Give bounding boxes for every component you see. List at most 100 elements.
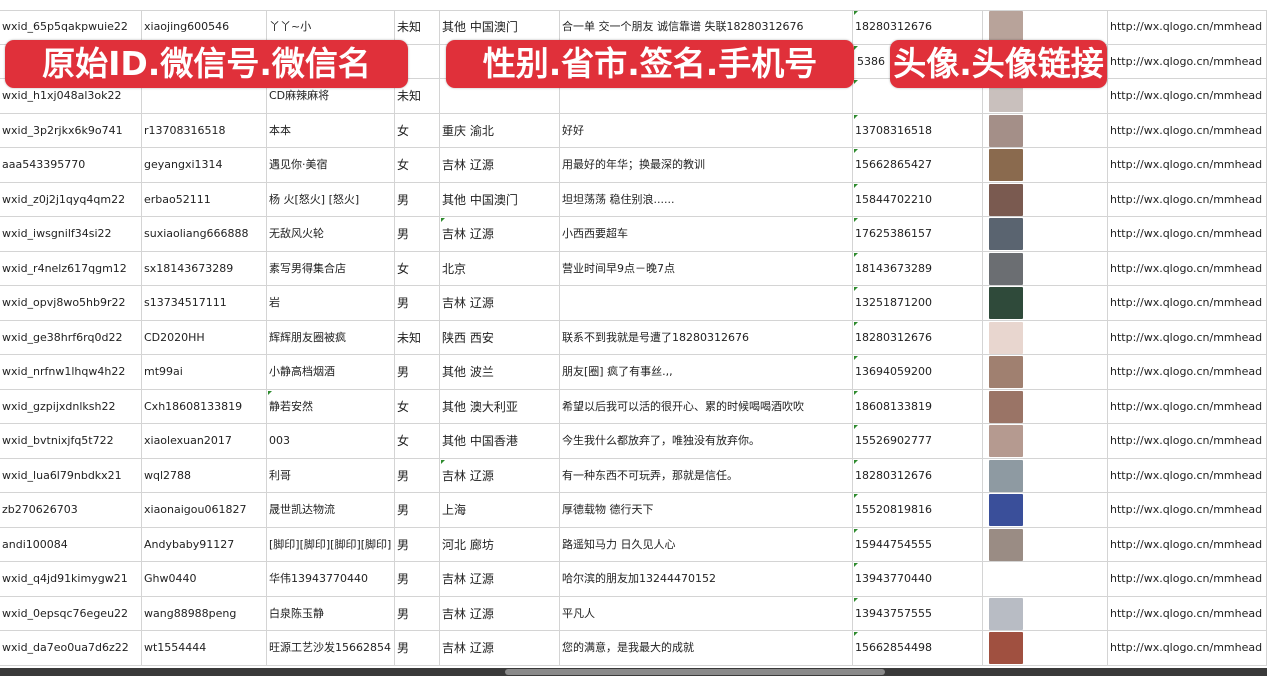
gender-cell[interactable]: 男 bbox=[395, 596, 440, 630]
gender-cell[interactable]: 女 bbox=[395, 113, 440, 147]
wechat-name-cell[interactable]: 静若安然 bbox=[267, 389, 395, 423]
wechat-id-cell[interactable]: erbao52111 bbox=[142, 182, 267, 216]
wechat-name-cell[interactable]: 利哥 bbox=[267, 458, 395, 492]
wechat-id-cell[interactable]: wang88988peng bbox=[142, 596, 267, 630]
wechat-id-cell[interactable]: r13708316518 bbox=[142, 113, 267, 147]
avatar-cell[interactable] bbox=[983, 527, 1108, 561]
region-cell[interactable]: 吉林 辽源 bbox=[440, 286, 560, 320]
original-id-cell[interactable]: wxid_r4nelz617qgm12 bbox=[0, 251, 142, 285]
wechat-id-cell[interactable]: mt99ai bbox=[142, 355, 267, 389]
region-cell[interactable]: 北京 bbox=[440, 251, 560, 285]
gender-cell[interactable]: 女 bbox=[395, 389, 440, 423]
phone-cell[interactable]: 13694059200 bbox=[853, 355, 983, 389]
signature-cell[interactable]: 坦坦荡荡 稳住别浪...... bbox=[560, 182, 853, 216]
wechat-name-cell[interactable]: 丫丫~小 bbox=[267, 10, 395, 44]
wechat-id-cell[interactable]: xiaonaigou061827 bbox=[142, 493, 267, 527]
gender-cell[interactable]: 女 bbox=[395, 251, 440, 285]
wechat-id-cell[interactable]: wt1554444 bbox=[142, 631, 267, 665]
original-id-cell[interactable]: wxid_opvj8wo5hb9r22 bbox=[0, 286, 142, 320]
avatar-link-cell[interactable]: http://wx.qlogo.cn/mmhead bbox=[1108, 79, 1267, 113]
phone-cell[interactable]: 18280312676 bbox=[853, 458, 983, 492]
signature-cell[interactable]: 联系不到我就是号遭了18280312676 bbox=[560, 320, 853, 354]
wechat-name-cell[interactable]: 素写男得集合店 bbox=[267, 251, 395, 285]
gender-cell[interactable] bbox=[395, 44, 440, 78]
signature-cell[interactable]: 有一种东西不可玩弄，那就是信任。 bbox=[560, 458, 853, 492]
signature-cell[interactable] bbox=[560, 286, 853, 320]
avatar-cell[interactable] bbox=[983, 493, 1108, 527]
avatar-cell[interactable] bbox=[983, 182, 1108, 216]
wechat-id-cell[interactable]: sx18143673289 bbox=[142, 251, 267, 285]
original-id-cell[interactable]: wxid_z0j2j1qyq4qm22 bbox=[0, 182, 142, 216]
original-id-cell[interactable]: wxid_gzpijxdnlksh22 bbox=[0, 389, 142, 423]
avatar-link-cell[interactable]: http://wx.qlogo.cn/mmhead bbox=[1108, 182, 1267, 216]
region-cell[interactable]: 吉林 辽源 bbox=[440, 148, 560, 182]
region-cell[interactable]: 吉林 辽源 bbox=[440, 217, 560, 251]
wechat-name-cell[interactable]: CD麻辣麻将 bbox=[267, 79, 395, 113]
wechat-id-cell[interactable] bbox=[142, 79, 267, 113]
avatar-cell[interactable] bbox=[983, 389, 1108, 423]
avatar-link-cell[interactable]: http://wx.qlogo.cn/mmhead bbox=[1108, 424, 1267, 458]
avatar-cell[interactable] bbox=[983, 217, 1108, 251]
original-id-cell[interactable]: wxid_ge38hrf6rq0d22 bbox=[0, 320, 142, 354]
region-cell[interactable]: 重庆 渝北 bbox=[440, 113, 560, 147]
original-id-cell[interactable]: aaa543395770 bbox=[0, 148, 142, 182]
avatar-link-cell[interactable]: http://wx.qlogo.cn/mmhead bbox=[1108, 148, 1267, 182]
region-cell[interactable]: 上海 bbox=[440, 493, 560, 527]
original-id-cell[interactable]: wxid_da7eo0ua7d6z22 bbox=[0, 631, 142, 665]
wechat-name-cell[interactable]: 003 bbox=[267, 424, 395, 458]
original-id-cell[interactable]: wxid_iwsgnilf34si22 bbox=[0, 217, 142, 251]
signature-cell[interactable]: 合一单 交一个朋友 诚信靠谱 失联18280312676 bbox=[560, 10, 853, 44]
avatar-link-cell[interactable]: http://wx.qlogo.cn/mmhead bbox=[1108, 320, 1267, 354]
wechat-name-cell[interactable]: 岩 bbox=[267, 286, 395, 320]
avatar-link-cell[interactable]: http://wx.qlogo.cn/mmhead bbox=[1108, 10, 1267, 44]
phone-cell[interactable]: 18280312676 bbox=[853, 10, 983, 44]
signature-cell[interactable]: 好好 bbox=[560, 113, 853, 147]
signature-cell[interactable]: 营业时间早9点－晚7点 bbox=[560, 251, 853, 285]
avatar-cell[interactable] bbox=[983, 148, 1108, 182]
wechat-name-cell[interactable]: 晟世凯达物流 bbox=[267, 493, 395, 527]
signature-cell[interactable]: 您的满意，是我最大的成就 bbox=[560, 631, 853, 665]
wechat-name-cell[interactable]: 无敌风火轮 bbox=[267, 217, 395, 251]
wechat-name-cell[interactable]: 华伟13943770440 bbox=[267, 562, 395, 596]
region-cell[interactable]: 吉林 辽源 bbox=[440, 596, 560, 630]
wechat-id-cell[interactable]: CD2020HH bbox=[142, 320, 267, 354]
phone-cell[interactable]: 13251871200 bbox=[853, 286, 983, 320]
avatar-link-cell[interactable]: http://wx.qlogo.cn/mmhead bbox=[1108, 217, 1267, 251]
signature-cell[interactable]: 用最好的年华；换最深的教训 bbox=[560, 148, 853, 182]
phone-cell[interactable]: 15844702210 bbox=[853, 182, 983, 216]
gender-cell[interactable]: 男 bbox=[395, 631, 440, 665]
signature-cell[interactable]: 小西西要超车 bbox=[560, 217, 853, 251]
gender-cell[interactable]: 女 bbox=[395, 424, 440, 458]
avatar-link-cell[interactable]: http://wx.qlogo.cn/mmhead bbox=[1108, 562, 1267, 596]
wechat-name-cell[interactable]: 本本 bbox=[267, 113, 395, 147]
signature-cell[interactable]: 路遥知马力 日久见人心 bbox=[560, 527, 853, 561]
gender-cell[interactable]: 男 bbox=[395, 562, 440, 596]
wechat-id-cell[interactable]: Andybaby91127 bbox=[142, 527, 267, 561]
scrollbar-thumb[interactable] bbox=[505, 669, 885, 675]
region-cell[interactable]: 吉林 辽源 bbox=[440, 631, 560, 665]
phone-cell[interactable]: 18143673289 bbox=[853, 251, 983, 285]
avatar-link-cell[interactable]: http://wx.qlogo.cn/mmhead bbox=[1108, 493, 1267, 527]
avatar-cell[interactable] bbox=[983, 458, 1108, 492]
region-cell[interactable]: 其他 澳大利亚 bbox=[440, 389, 560, 423]
avatar-link-cell[interactable]: http://wx.qlogo.cn/mmhead bbox=[1108, 44, 1267, 78]
avatar-cell[interactable] bbox=[983, 10, 1108, 44]
signature-cell[interactable]: 厚德载物 德行天下 bbox=[560, 493, 853, 527]
avatar-link-cell[interactable]: http://wx.qlogo.cn/mmhead bbox=[1108, 355, 1267, 389]
region-cell[interactable]: 吉林 辽源 bbox=[440, 562, 560, 596]
avatar-link-cell[interactable]: http://wx.qlogo.cn/mmhead bbox=[1108, 389, 1267, 423]
gender-cell[interactable]: 男 bbox=[395, 182, 440, 216]
avatar-cell[interactable] bbox=[983, 251, 1108, 285]
gender-cell[interactable]: 男 bbox=[395, 458, 440, 492]
avatar-cell[interactable] bbox=[983, 355, 1108, 389]
wechat-id-cell[interactable]: wql2788 bbox=[142, 458, 267, 492]
wechat-name-cell[interactable]: 小静高档烟酒 bbox=[267, 355, 395, 389]
avatar-cell[interactable] bbox=[983, 596, 1108, 630]
gender-cell[interactable]: 未知 bbox=[395, 320, 440, 354]
gender-cell[interactable]: 男 bbox=[395, 355, 440, 389]
gender-cell[interactable]: 未知 bbox=[395, 10, 440, 44]
signature-cell[interactable]: 今生我什么都放弃了，唯独没有放弃你。 bbox=[560, 424, 853, 458]
wechat-name-cell[interactable]: 辉辉朋友圈被疯 bbox=[267, 320, 395, 354]
avatar-link-cell[interactable]: http://wx.qlogo.cn/mmhead bbox=[1108, 286, 1267, 320]
wechat-name-cell[interactable]: 杨 火[怒火] [怒火] bbox=[267, 182, 395, 216]
